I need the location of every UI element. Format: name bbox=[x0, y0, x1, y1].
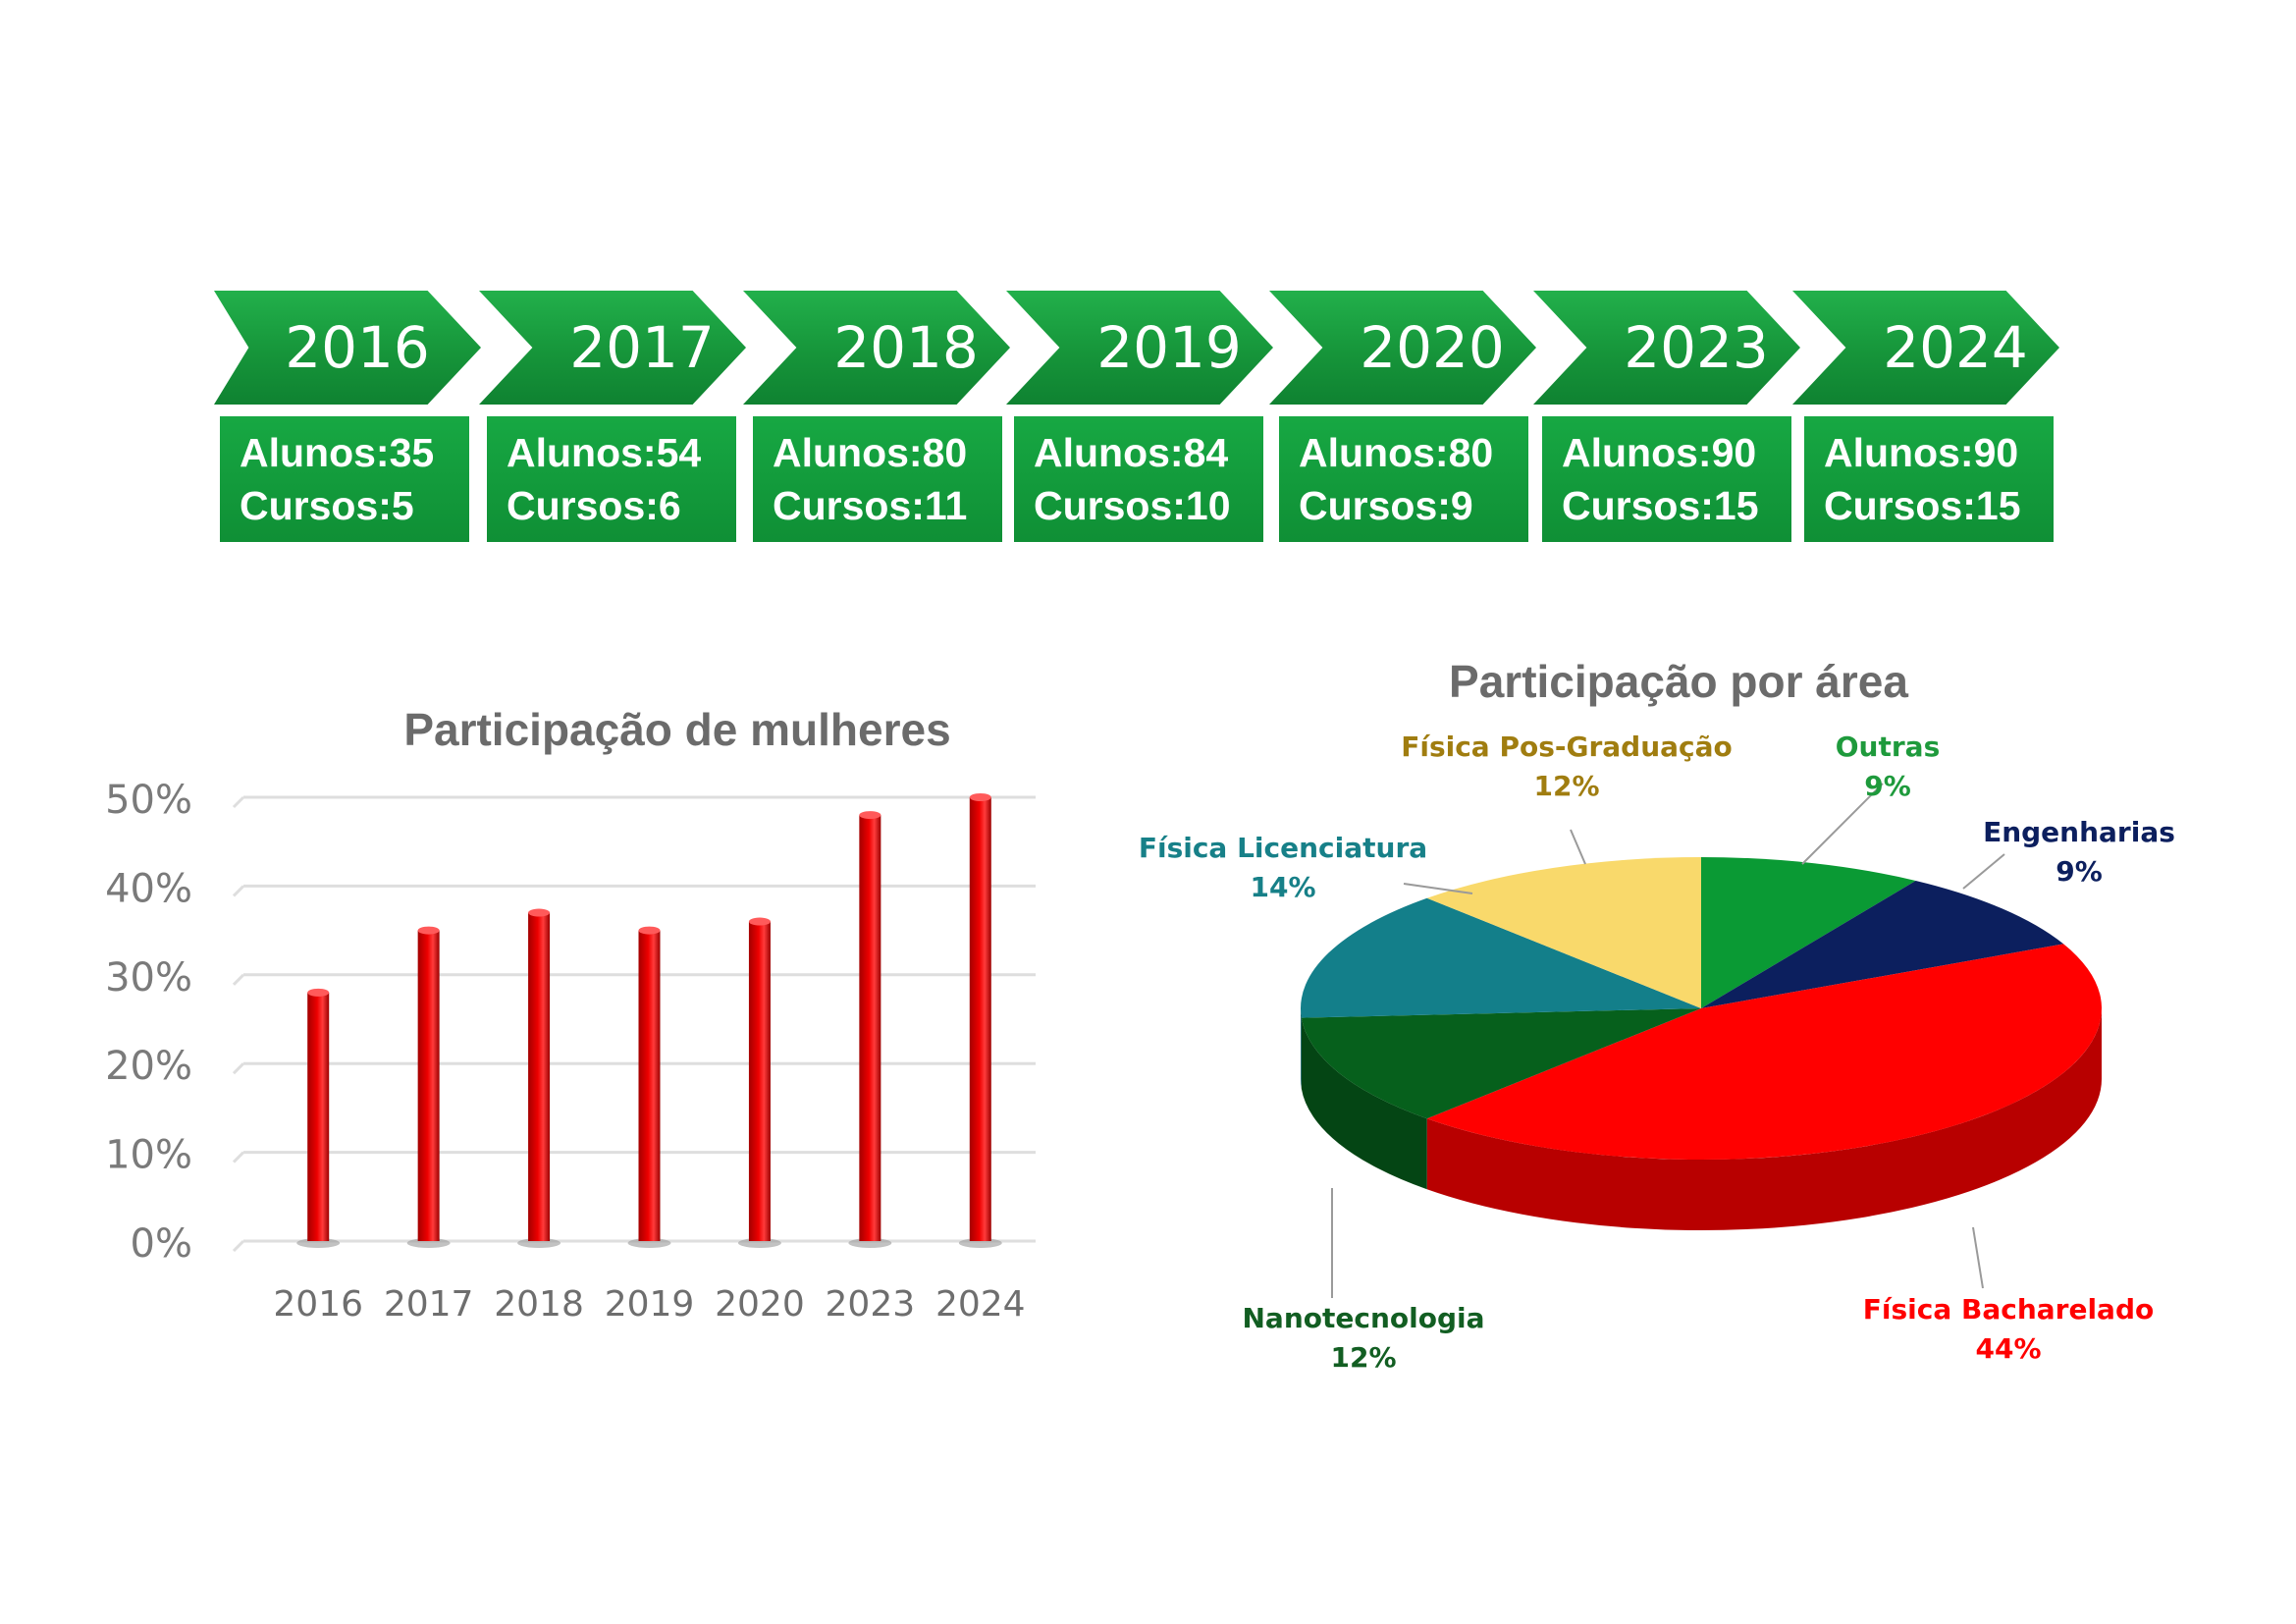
x-tick-label: 2024 bbox=[935, 1284, 1026, 1325]
pie-percent: 14% bbox=[1250, 871, 1315, 903]
gridline-tick bbox=[232, 1151, 245, 1164]
pie-label: Física Bacharelado bbox=[1863, 1293, 2154, 1326]
pie-slice-Nanotecnologia bbox=[1301, 1008, 1701, 1119]
pie-slice-Engenharias bbox=[1701, 880, 2064, 1008]
x-tick-label: 2023 bbox=[826, 1284, 916, 1325]
leader-line bbox=[1972, 1226, 1984, 1289]
bar-2018 bbox=[528, 912, 551, 1241]
alunos-count: Alunos:90 bbox=[1562, 430, 1757, 475]
pie-slice-Física Bacharelado bbox=[1426, 944, 2102, 1160]
cursos-count: Cursos:11 bbox=[773, 483, 968, 528]
timeline: 2016 Alunos:35 Cursos:5 2017 Alunos:54 Cursos… bbox=[0, 0, 2296, 589]
bar-cap bbox=[969, 793, 991, 801]
pie-percent: 9% bbox=[2056, 855, 2103, 888]
pie-chart-title: Participação por área bbox=[1449, 656, 1908, 707]
bar-cap bbox=[417, 926, 440, 935]
gridline-tick bbox=[232, 1239, 245, 1253]
pie-percent: 12% bbox=[1330, 1341, 1396, 1374]
x-tick-label: 2019 bbox=[605, 1284, 695, 1325]
alunos-count: Alunos:90 bbox=[1824, 430, 2019, 475]
pie-label: Física Licenciatura bbox=[1139, 832, 1427, 864]
stat-box-2024: Alunos:90 Cursos:15 bbox=[1804, 416, 2054, 542]
pie-sides bbox=[1301, 1008, 2102, 1230]
y-tick-label: 0% bbox=[131, 1221, 192, 1267]
stat-box-2017: Alunos:54 Cursos:6 bbox=[487, 416, 736, 542]
x-tick-label: 2018 bbox=[494, 1284, 584, 1325]
y-tick-label: 40% bbox=[105, 866, 192, 911]
pie-slice-Outras bbox=[1701, 857, 1916, 1008]
cursos-count: Cursos:6 bbox=[507, 483, 681, 528]
stat-box-2016: Alunos:35 Cursos:5 bbox=[220, 416, 469, 542]
gridline-tick bbox=[232, 885, 245, 897]
pie-label: Nanotecnologia bbox=[1242, 1302, 1484, 1334]
y-tick-label: 50% bbox=[105, 778, 192, 823]
pie-label: Engenharias bbox=[1983, 816, 2175, 848]
alunos-count: Alunos:80 bbox=[1299, 430, 1494, 475]
stat-box-2018: Alunos:80 Cursos:11 bbox=[753, 416, 1002, 542]
bar-cap bbox=[859, 811, 881, 820]
pie-label: Física Pos-Graduação bbox=[1401, 731, 1733, 763]
cursos-count: Cursos:15 bbox=[1562, 483, 1759, 528]
x-tick-label: 2020 bbox=[715, 1284, 805, 1325]
cursos-count: Cursos:5 bbox=[240, 483, 414, 528]
bar-chart-title: Participação de mulheres bbox=[403, 704, 951, 755]
bar-2020 bbox=[748, 921, 771, 1241]
bar-2024 bbox=[969, 797, 991, 1241]
x-tick-label: 2017 bbox=[384, 1284, 474, 1325]
gridline-tick bbox=[232, 1062, 245, 1075]
bar-2023 bbox=[859, 815, 881, 1241]
bar-2016 bbox=[307, 992, 330, 1241]
timeline-year-2016: 2016 bbox=[214, 291, 481, 405]
stat-box-2023: Alunos:90 Cursos:15 bbox=[1542, 416, 1791, 542]
bar-cap bbox=[307, 988, 330, 997]
pie-slice-Física Pos-Graduação bbox=[1426, 857, 1701, 1008]
pie-percent: 9% bbox=[1864, 770, 1911, 802]
bar-cap bbox=[528, 908, 551, 917]
pie-percent: 12% bbox=[1533, 770, 1599, 802]
pie-label: Outras bbox=[1836, 731, 1941, 763]
bar-cap bbox=[638, 926, 661, 935]
y-tick-label: 20% bbox=[105, 1044, 192, 1089]
cursos-count: Cursos:9 bbox=[1299, 483, 1473, 528]
y-tick-label: 10% bbox=[105, 1133, 192, 1178]
leader-line bbox=[1570, 829, 1586, 865]
leader-line bbox=[1962, 853, 2005, 890]
pie-slice-Física Licenciatura bbox=[1301, 897, 1701, 1018]
bar-cap bbox=[748, 917, 771, 926]
gridline-tick bbox=[232, 795, 245, 809]
pie-top bbox=[1301, 857, 2102, 1160]
bar-2017 bbox=[417, 930, 440, 1241]
alunos-count: Alunos:54 bbox=[507, 430, 702, 475]
y-tick-label: 30% bbox=[105, 955, 192, 1001]
pie-percent: 44% bbox=[1975, 1332, 2041, 1365]
alunos-count: Alunos:35 bbox=[240, 430, 435, 475]
pie-side-Física Bacharelado bbox=[1426, 1008, 2102, 1230]
x-tick-label: 2016 bbox=[273, 1284, 363, 1325]
alunos-count: Alunos:80 bbox=[773, 430, 968, 475]
alunos-count: Alunos:84 bbox=[1034, 430, 1229, 475]
cursos-count: Cursos:15 bbox=[1824, 483, 2021, 528]
bar-2019 bbox=[638, 930, 661, 1241]
pie-side-Nanotecnologia bbox=[1301, 1017, 1427, 1190]
stat-box-2020: Alunos:80 Cursos:9 bbox=[1279, 416, 1528, 542]
cursos-count: Cursos:10 bbox=[1034, 483, 1231, 528]
gridline-tick bbox=[232, 973, 245, 986]
leader-line bbox=[1801, 783, 1884, 865]
pie-side-Física Licenciatura bbox=[1301, 1008, 1302, 1089]
leader-line bbox=[1403, 883, 1473, 894]
stat-box-2019: Alunos:84 Cursos:10 bbox=[1014, 416, 1263, 542]
